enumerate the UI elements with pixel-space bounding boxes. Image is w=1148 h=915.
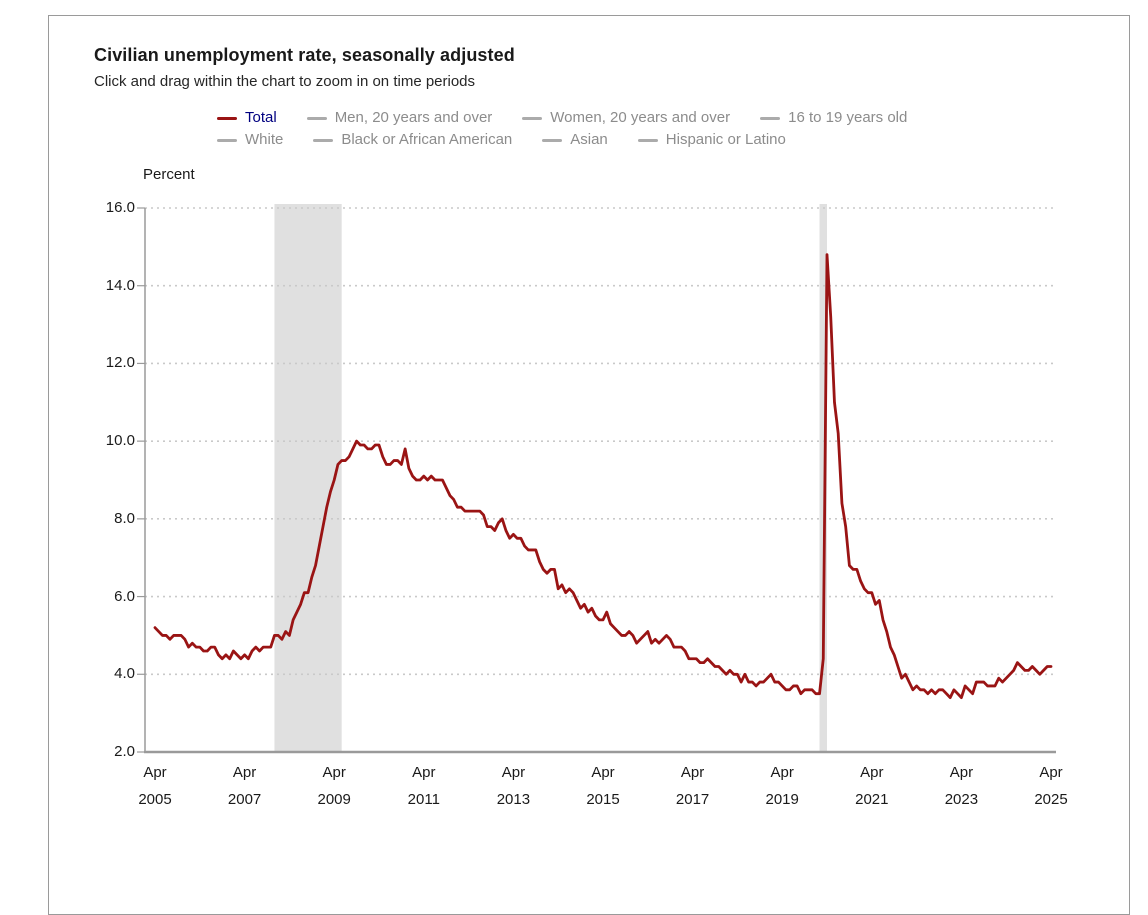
y-axis-title: Percent — [143, 166, 195, 183]
legend-item-black-or-african-american[interactable]: Black or African American — [313, 130, 512, 150]
chart-plot-area[interactable] — [135, 202, 1056, 754]
x-axis-label-year: 2021 — [855, 791, 889, 808]
x-axis-label-year: 2009 — [317, 791, 351, 808]
legend-line-marker — [217, 116, 237, 120]
legend-item-label: 16 to 19 years old — [788, 109, 908, 126]
recession-band — [819, 204, 827, 752]
x-axis-label-year: 2017 — [675, 791, 710, 808]
y-axis-label: 10.0 — [105, 432, 135, 450]
legend-item-16-to-19-years-old[interactable]: 16 to 19 years old — [760, 108, 907, 128]
legend-line-marker — [522, 116, 543, 120]
legend-row: White Black or African American Asian Hispa… — [217, 130, 907, 150]
legend-line-marker — [313, 138, 334, 142]
legend-line-marker — [542, 138, 563, 142]
legend-line-marker — [217, 138, 237, 142]
y-axis-label: 16.0 — [105, 199, 135, 216]
x-axis-label-month: Apr — [860, 764, 884, 781]
y-axis-label: 6.0 — [114, 587, 135, 605]
legend-item-total[interactable]: Total — [217, 108, 277, 128]
legend-line-marker — [760, 116, 781, 120]
legend-line-marker — [306, 116, 327, 120]
x-axis-label-year: 2011 — [407, 791, 440, 808]
y-axis-label: 12.0 — [105, 354, 135, 372]
legend-item-label: Men, 20 years and over — [334, 109, 493, 126]
legend-item-label: Black or African American — [341, 131, 513, 148]
chart-title: Civilian unemployment rate, seasonally a… — [94, 45, 515, 65]
x-axis-label-year: 2005 — [138, 791, 172, 808]
x-axis-label-year: 2013 — [496, 791, 531, 808]
x-axis-label-month: Apr — [143, 764, 167, 781]
legend-item-white[interactable]: White — [217, 130, 283, 150]
x-axis-label-month: Apr — [591, 764, 615, 781]
legend-item-label: Asian — [570, 131, 608, 148]
series-line-total — [153, 253, 1053, 700]
legend-row: Total Men, 20 years and over Women, 20 yea… — [217, 108, 907, 128]
legend-item-women-20-years-and-over[interactable]: Women, 20 years and over — [522, 108, 730, 128]
x-axis-label-month: Apr — [501, 764, 526, 781]
x-axis-label-year: 2015 — [586, 791, 620, 808]
chart-frame: Civilian unemployment rate, seasonally a… — [48, 15, 1130, 915]
x-axis-label-month: Apr — [1039, 764, 1063, 781]
x-axis-label-month: Apr — [949, 764, 974, 781]
y-axis-label: 2.0 — [114, 743, 135, 760]
legend-item-asian[interactable]: Asian — [542, 130, 608, 150]
x-axis-label-month: Apr — [680, 764, 705, 781]
legend-item-label: Hispanic or Latino — [665, 131, 786, 148]
y-axis-label: 14.0 — [105, 276, 135, 294]
x-axis-label-year: 2007 — [227, 791, 262, 808]
y-axis-label: 4.0 — [114, 665, 135, 683]
chart-subtitle: Click and drag within the chart to zoom … — [94, 73, 476, 90]
x-axis-label-month: Apr — [770, 764, 794, 781]
x-axis-label-year: 2019 — [765, 791, 799, 808]
legend-item-label: White — [245, 131, 284, 148]
legend-item-hispanic-or-latino[interactable]: Hispanic or Latino — [637, 130, 786, 150]
recession-band — [274, 204, 342, 752]
legend-line-marker — [637, 138, 658, 142]
x-axis-label-month: Apr — [322, 764, 346, 781]
x-axis-label-month: Apr — [232, 764, 257, 781]
legend-item-label: Total — [245, 109, 277, 126]
x-axis-label-month: Apr — [412, 764, 436, 781]
y-axis-label: 8.0 — [114, 509, 135, 527]
legend: Total Men, 20 years and over Women, 20 yea… — [217, 108, 907, 150]
x-axis-label-year: 2023 — [944, 791, 979, 808]
legend-item-label: Women, 20 years and over — [550, 109, 731, 126]
x-axis-label-year: 2025 — [1034, 791, 1068, 808]
legend-item-men-20-years-and-over[interactable]: Men, 20 years and over — [306, 108, 493, 128]
